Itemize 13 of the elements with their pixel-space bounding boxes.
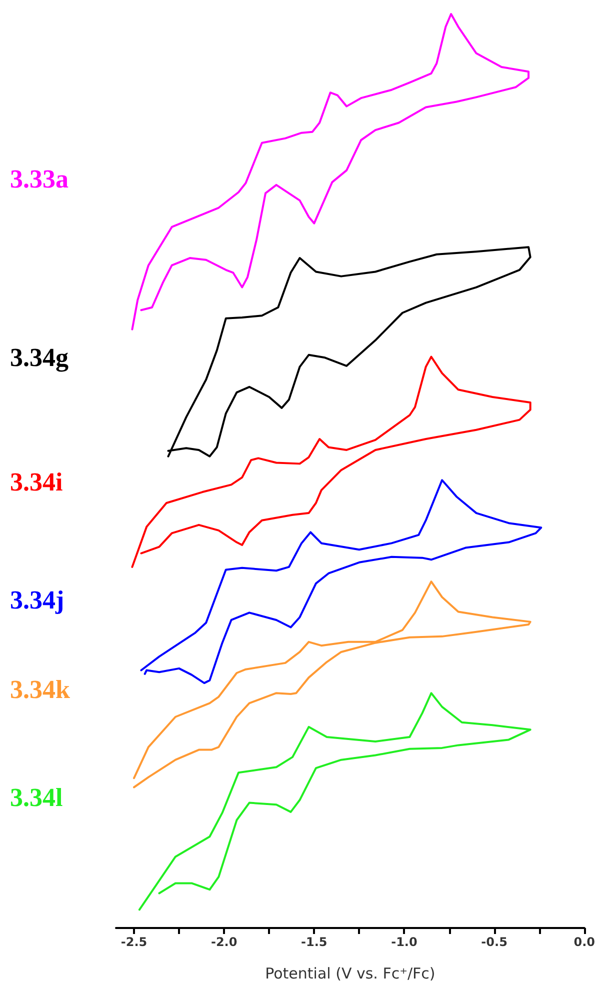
- x-tick-label: -2.0: [210, 935, 238, 949]
- x-tick-label: -0.5: [481, 935, 508, 949]
- x-axis-title: Potential (V vs. Fc⁺/Fc): [265, 964, 436, 982]
- text: 3.34l: [10, 783, 63, 812]
- text: 3.33a: [10, 164, 68, 194]
- text: 3.34g: [10, 343, 68, 372]
- x-tick-label: -1.0: [391, 935, 418, 949]
- text: 3.34i: [10, 468, 63, 497]
- x-tick-label: -1.5: [301, 935, 328, 949]
- text: 3.34j: [10, 585, 64, 614]
- x-tick-label: -2.5: [120, 935, 148, 949]
- x-tick-label: 0.0: [574, 935, 596, 949]
- text: 3.34k: [10, 674, 70, 704]
